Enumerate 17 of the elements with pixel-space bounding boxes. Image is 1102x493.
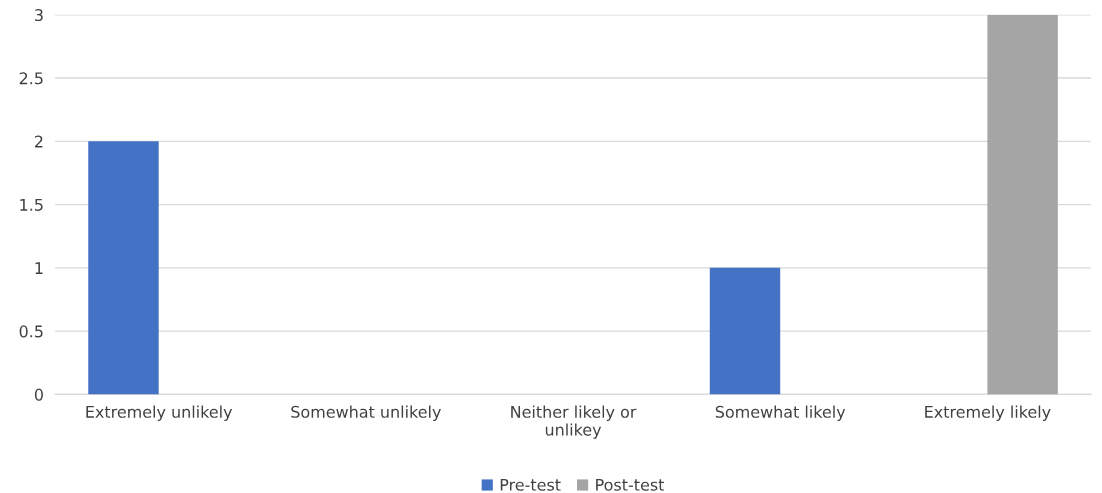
bar xyxy=(88,141,159,395)
y-tick-label: 3 xyxy=(35,9,43,22)
bar xyxy=(709,267,781,395)
y-tick-label: 0 xyxy=(34,388,43,401)
y-tick-label: 2 xyxy=(35,135,43,148)
y-tick-label: 0.5 xyxy=(19,325,43,338)
x-tick-label: Neither likely or unlikey xyxy=(511,405,637,439)
y-tick-label: 2.5 xyxy=(19,72,43,85)
y-tick-label: 1 xyxy=(35,262,43,274)
x-tick-label: Somewhat unlikely xyxy=(291,405,441,421)
x-tick-label: Extremely unlikely xyxy=(86,405,233,421)
x-tick-label: Somewhat likely xyxy=(715,405,846,421)
y-tick-label: 1.5 xyxy=(20,199,43,211)
bar xyxy=(987,14,1058,395)
legend-label: Post-test xyxy=(596,478,665,491)
x-tick-label: Extremely likely xyxy=(925,405,1051,421)
legend-label: Pre-test xyxy=(500,478,561,491)
